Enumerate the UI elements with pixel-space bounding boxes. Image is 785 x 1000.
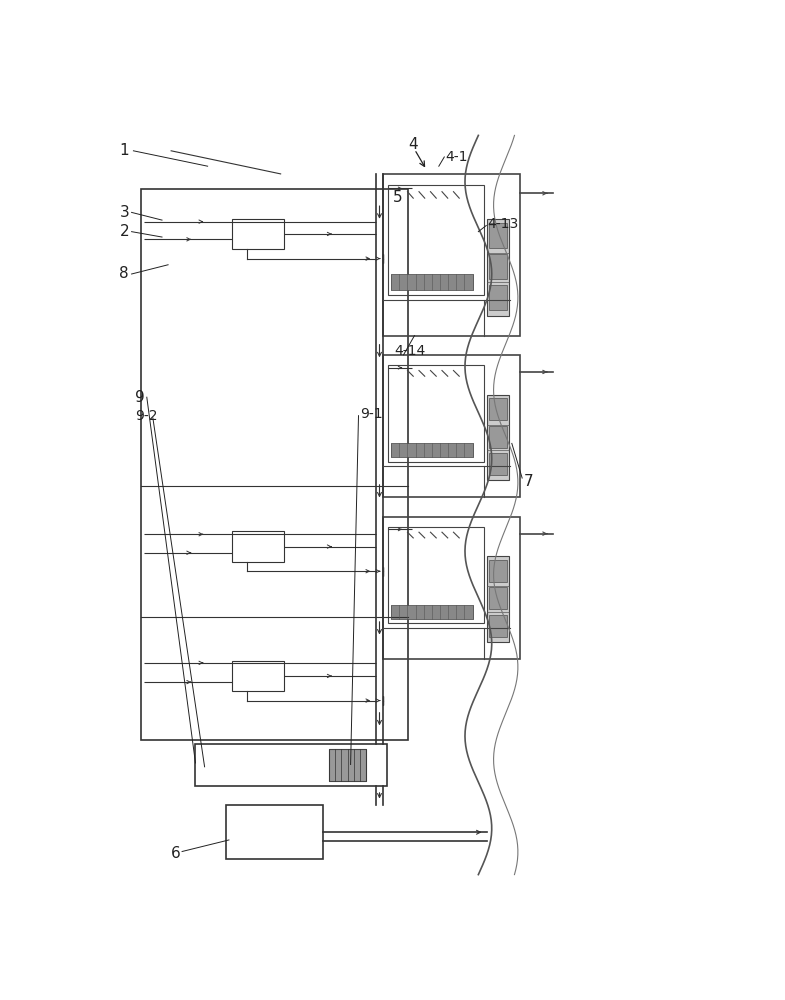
Bar [383,355,520,497]
Bar [226,805,323,859]
Text: 4-1: 4-1 [445,150,467,164]
Bar [330,749,366,781]
Bar [489,223,506,248]
Bar [489,615,506,637]
Text: 6: 6 [171,846,181,861]
Text: 1: 1 [119,143,129,158]
Text: 5: 5 [393,190,403,205]
Bar [487,556,509,642]
Bar [195,744,387,786]
Text: 8: 8 [119,266,129,282]
Text: 9: 9 [135,390,144,405]
Bar [232,219,283,249]
Bar [489,560,506,582]
Bar [383,174,520,336]
Text: 4-13: 4-13 [487,217,519,231]
Bar [489,453,506,475]
Text: 2: 2 [119,224,129,239]
Bar [232,661,283,691]
Text: 4: 4 [408,137,418,152]
Bar [391,605,473,619]
Text: 4-14: 4-14 [394,344,425,358]
Bar [487,395,509,480]
Text: 3: 3 [119,205,130,220]
Bar [383,517,520,659]
Bar [489,254,506,279]
Text: 7: 7 [524,474,534,489]
Bar [389,365,484,462]
Bar [489,285,506,310]
Bar [391,274,473,290]
Bar [489,587,506,609]
Bar [141,189,408,740]
Bar [389,185,484,295]
Bar [389,527,484,623]
Text: 9-1: 9-1 [360,407,382,421]
Text: 9-2: 9-2 [135,409,157,423]
Bar [489,426,506,448]
Bar [489,398,506,420]
Bar [391,443,473,457]
Bar [487,219,509,316]
Bar [232,531,283,562]
